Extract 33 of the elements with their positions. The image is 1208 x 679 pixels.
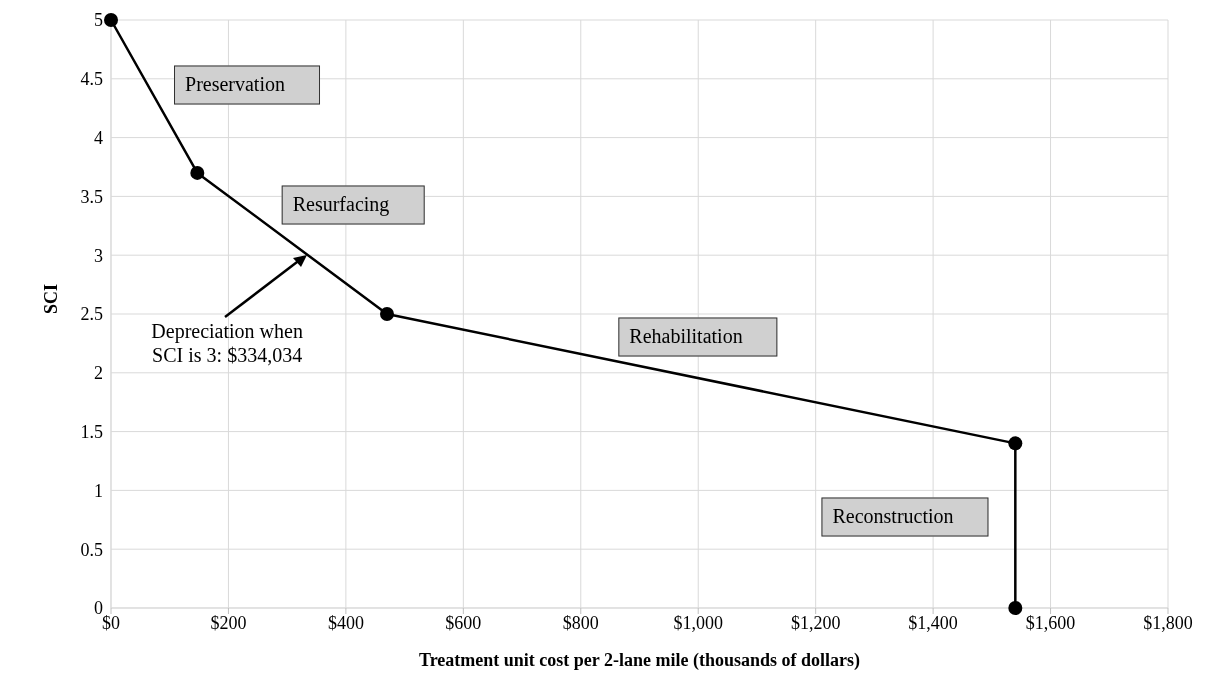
annotation: Preservation — [174, 65, 320, 105]
x-tick-label: $800 — [562, 612, 599, 633]
annotation: Reconstruction — [821, 497, 989, 537]
y-tick-label: 0 — [94, 598, 103, 619]
y-tick-label: 1.5 — [80, 421, 103, 442]
y-tick-label: 2 — [94, 363, 103, 384]
point — [190, 165, 205, 180]
y-tick-label: 4.5 — [80, 69, 103, 90]
y-tick-label: 1 — [94, 480, 103, 501]
x-tick-label: $1,600 — [1025, 612, 1076, 633]
x-tick-label: $600 — [445, 612, 482, 633]
annotation: Rehabilitation — [618, 317, 778, 357]
x-tick-label: $400 — [327, 612, 364, 633]
y-tick-label: 4 — [94, 127, 103, 148]
y-tick-label: 3 — [94, 245, 103, 266]
annotation: Depreciation when SCI is 3: $334,034 — [150, 319, 304, 368]
point — [1008, 436, 1023, 451]
x-axis-title: Treatment unit cost per 2-lane mile (thousands of dollars) — [419, 650, 860, 671]
x-tick-label: $0 — [102, 612, 120, 633]
x-tick-label: $1,000 — [673, 612, 723, 633]
y-axis-title: SCI — [41, 283, 62, 314]
x-tick-label: $200 — [210, 612, 247, 633]
annotation: Resurfacing — [281, 185, 425, 225]
y-tick-label: 3.5 — [80, 186, 103, 207]
point — [104, 13, 118, 27]
y-tick-label: 0.5 — [80, 539, 103, 560]
x-tick-label: $1,400 — [908, 612, 958, 633]
y-tick-label: 5 — [94, 10, 103, 31]
x-tick-label: $1,200 — [790, 612, 841, 633]
point — [1008, 601, 1023, 615]
y-tick-label: 2.5 — [80, 304, 103, 325]
point — [379, 307, 394, 321]
x-tick-label: $1,800 — [1143, 612, 1193, 633]
